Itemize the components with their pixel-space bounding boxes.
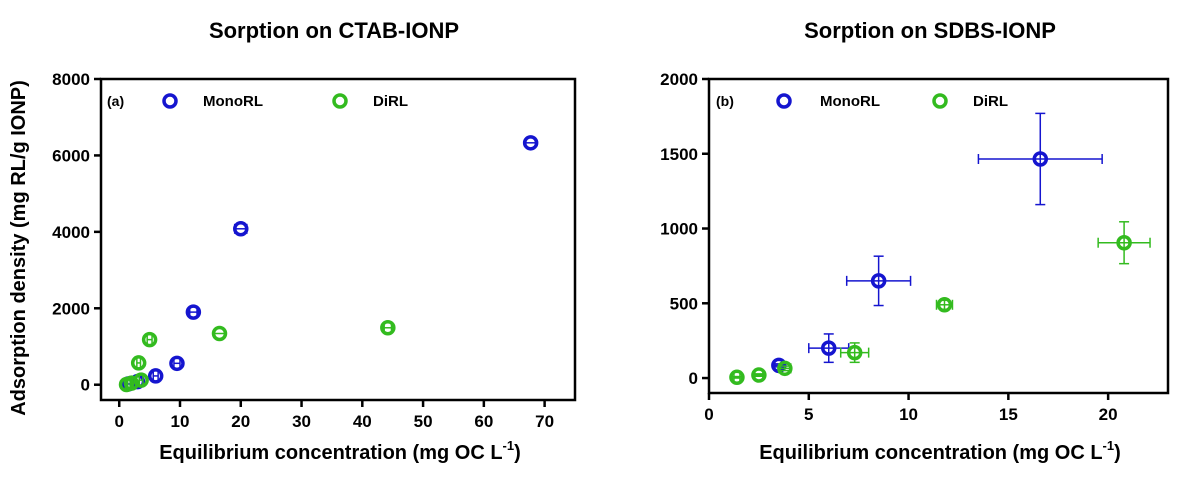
y-tick-label-ctab: 2000 [52, 299, 90, 318]
y-tick-label-ctab: 8000 [52, 70, 90, 89]
data-point-dirl [130, 355, 147, 371]
marker-dirl [380, 320, 396, 336]
legend-label-monorl: MonoRL [203, 93, 263, 110]
data-point-dirl [133, 372, 149, 388]
x-tick-label-sdbs: 20 [1099, 405, 1118, 424]
legend-label-monorl: MonoRL [820, 93, 880, 110]
marker-dirl [936, 297, 953, 313]
marker-monorl [185, 304, 202, 320]
marker-monorl [233, 221, 249, 237]
data-point-dirl [380, 320, 396, 336]
marker-monorl [147, 368, 164, 384]
x-tick-label-ctab: 30 [292, 412, 311, 431]
x-tick-label-ctab: 70 [535, 412, 554, 431]
ticks-ctab: 0 10 20 30 40 50 60 70 0 2000 4000 6000 8000 [52, 70, 554, 431]
chart-title-ctab: Sorption on CTAB-IONP [209, 18, 459, 43]
x-tick-label-ctab: 0 [114, 412, 123, 431]
x-tick-label-sdbs: 10 [899, 405, 918, 424]
marker-dirl [133, 372, 149, 388]
panel-label-sdbs: (b) [716, 93, 734, 109]
data-point-dirl [141, 331, 158, 348]
data-point-dirl [1097, 221, 1151, 265]
marker-monorl [870, 273, 887, 289]
panel-label-ctab: (a) [107, 93, 124, 109]
y-tick-label-sdbs: 1000 [660, 220, 698, 239]
data-point-dirl [935, 297, 954, 313]
legend-ctab: MonoRL DiRL [162, 93, 408, 110]
plot-frame-sdbs [707, 77, 1170, 395]
points-ctab [118, 135, 539, 393]
chart-ctab: Sorption on CTAB-IONP (a) MonoRL DiRL 0 1… [52, 18, 577, 464]
legend-marker-monorl [162, 93, 178, 109]
marker-dirl [1116, 234, 1132, 251]
x-tick-label-ctab: 20 [231, 412, 250, 431]
x-tick-label-sdbs: 5 [804, 405, 813, 424]
legend-marker-dirl [332, 93, 348, 109]
legend-label-dirl: DiRL [973, 93, 1008, 110]
y-tick-label-ctab: 4000 [52, 223, 90, 242]
marker-dirl [141, 331, 158, 348]
chart-title-sdbs: Sorption on SDBS-IONP [804, 18, 1056, 43]
data-point-monorl [522, 135, 539, 151]
y-tick-label-sdbs: 0 [689, 369, 698, 388]
y-tick-label-sdbs: 500 [670, 294, 698, 313]
y-tick-label-sdbs: 1500 [660, 145, 698, 164]
data-point-monorl [977, 112, 1103, 206]
data-point-monorl [169, 355, 185, 372]
marker-dirl [729, 369, 745, 386]
marker-monorl [1032, 151, 1049, 167]
x-tick-label-sdbs: 15 [999, 405, 1018, 424]
data-point-dirl [751, 367, 767, 383]
x-tick-label-ctab: 60 [474, 412, 493, 431]
data-point-monorl [147, 368, 164, 384]
y-tick-label-ctab: 0 [81, 376, 90, 395]
data-point-dirl [211, 325, 228, 342]
legend-label-dirl: DiRL [373, 93, 408, 110]
marker-monorl [169, 355, 185, 372]
marker-dirl [130, 355, 147, 371]
y-tick-label-sdbs: 2000 [660, 70, 698, 89]
marker-monorl [820, 340, 837, 356]
data-point-dirl [839, 342, 870, 364]
data-point-monorl [185, 304, 202, 320]
legend-marker-dirl [932, 93, 948, 109]
x-tick-label-sdbs: 0 [704, 405, 713, 424]
marker-dirl [777, 360, 793, 377]
marker-dirl [751, 367, 767, 383]
marker-monorl [522, 135, 539, 151]
y-axis-label: Adsorption density (mg RL/g IONP) [8, 80, 30, 416]
data-point-monorl [845, 255, 912, 307]
plot-frame-ctab [99, 77, 577, 402]
marker-dirl [846, 344, 863, 361]
chart-sdbs: Sorption on SDBS-IONP (b) MonoRL DiRL 0 5… [660, 18, 1170, 464]
y-tick-label-ctab: 6000 [52, 146, 90, 165]
legend-sdbs: MonoRL DiRL [776, 93, 1008, 110]
marker-dirl [211, 325, 228, 342]
data-point-dirl [729, 369, 745, 386]
x-tick-label-ctab: 10 [171, 412, 190, 431]
x-axis-label-sup-sdbs: -1 [1103, 438, 1115, 453]
data-point-dirl [777, 360, 793, 377]
data-point-monorl [233, 221, 249, 237]
data-point-monorl [808, 333, 850, 364]
x-tick-label-ctab: 40 [353, 412, 372, 431]
legend-marker-monorl [776, 93, 792, 109]
ticks-sdbs: 0 5 10 15 20 0 500 1000 1500 2000 [660, 70, 1117, 424]
x-axis-label-sdbs: Equilibrium concentration (mg OC L-1) [759, 438, 1121, 464]
points-sdbs [729, 112, 1151, 386]
x-tick-label-ctab: 50 [414, 412, 433, 431]
x-axis-label-ctab: Equilibrium concentration (mg OC L-1) [159, 438, 521, 464]
x-axis-label-sup-ctab: -1 [503, 438, 515, 453]
